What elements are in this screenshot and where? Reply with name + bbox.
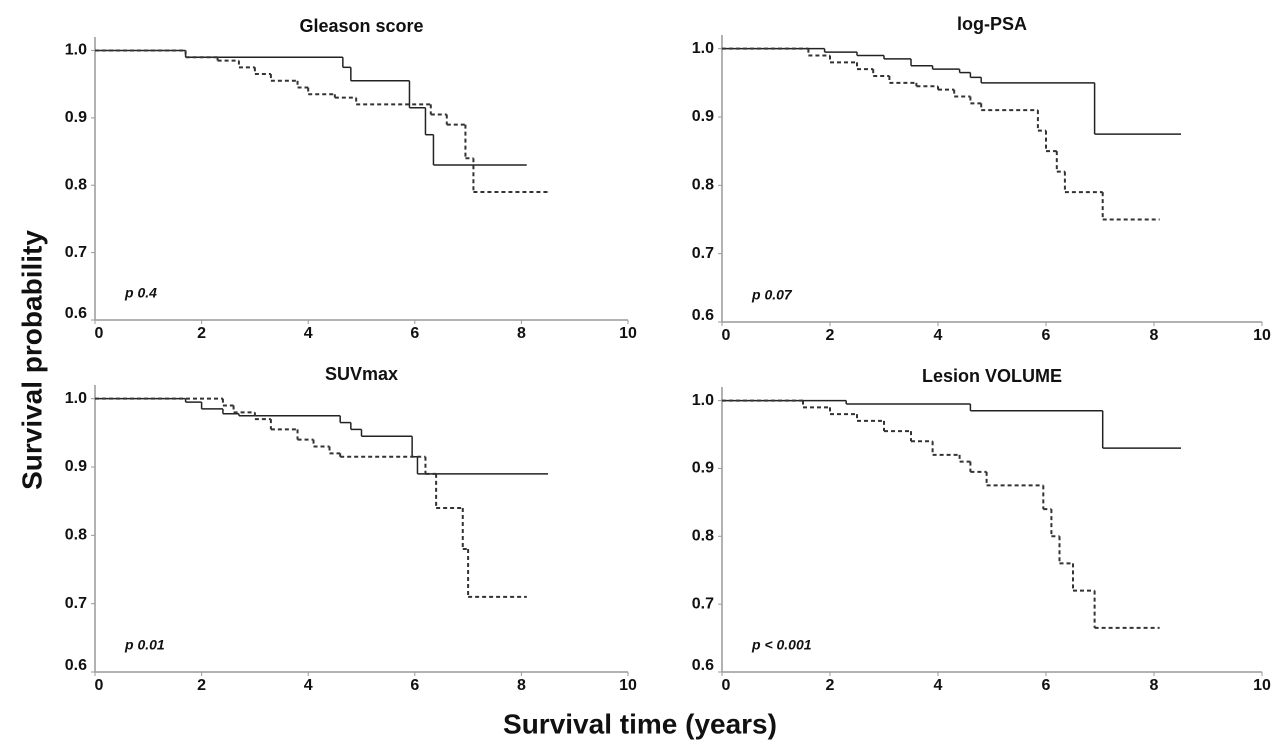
- x-tick-label: 8: [1150, 677, 1159, 694]
- x-tick-label: 10: [619, 325, 637, 342]
- y-tick-label: 0.6: [65, 305, 87, 322]
- y-tick-label: 0.6: [65, 657, 87, 674]
- x-tick-label: 2: [826, 327, 835, 344]
- x-tick-label: 2: [826, 677, 835, 694]
- x-tick-label: 4: [304, 325, 313, 342]
- p-value: p < 0.001: [751, 637, 812, 653]
- y-tick-label: 1.0: [65, 390, 87, 407]
- y-tick-label: 0.7: [692, 595, 714, 612]
- y-tick-label: 0.7: [692, 245, 714, 262]
- y-tick-label: 0.7: [65, 244, 87, 261]
- x-tick-label: 0: [95, 677, 104, 694]
- x-tick-label: 4: [934, 327, 943, 344]
- p-value: p 0.07: [751, 287, 793, 303]
- x-tick-label: 6: [410, 677, 419, 694]
- x-tick-label: 10: [1253, 327, 1271, 344]
- x-tick-label: 8: [517, 325, 526, 342]
- x-tick-label: 6: [1042, 677, 1051, 694]
- x-tick-label: 10: [619, 677, 637, 694]
- y-axis-label: Survival probability: [16, 230, 47, 490]
- panel-title: Gleason score: [299, 16, 423, 36]
- y-tick-label: 0.7: [65, 595, 87, 612]
- y-tick-label: 0.8: [65, 527, 87, 544]
- x-axis-label: Survival time (years): [503, 708, 777, 739]
- y-tick-label: 0.9: [65, 109, 87, 126]
- y-tick-label: 0.9: [692, 108, 714, 125]
- x-tick-label: 0: [95, 325, 104, 342]
- x-tick-label: 4: [304, 677, 313, 694]
- y-tick-label: 0.8: [65, 176, 87, 193]
- y-tick-label: 1.0: [692, 40, 714, 57]
- x-tick-label: 6: [410, 325, 419, 342]
- y-tick-label: 0.9: [65, 458, 87, 475]
- y-tick-label: 0.8: [692, 177, 714, 194]
- x-tick-label: 2: [197, 677, 206, 694]
- x-tick-label: 6: [1042, 327, 1051, 344]
- y-tick-label: 0.6: [692, 657, 714, 674]
- x-tick-label: 10: [1253, 677, 1271, 694]
- x-tick-label: 8: [1150, 327, 1159, 344]
- x-tick-label: 2: [197, 325, 206, 342]
- x-tick-label: 4: [934, 677, 943, 694]
- p-value: p 0.4: [124, 285, 157, 301]
- panel-title: log-PSA: [957, 14, 1027, 34]
- y-tick-label: 0.6: [692, 307, 714, 324]
- x-tick-label: 0: [722, 327, 731, 344]
- y-tick-label: 0.8: [692, 528, 714, 545]
- x-tick-label: 0: [722, 677, 731, 694]
- panel-title: SUVmax: [325, 364, 398, 384]
- y-tick-label: 1.0: [692, 392, 714, 409]
- panel-title: Lesion VOLUME: [922, 366, 1062, 386]
- p-value: p 0.01: [124, 637, 165, 653]
- x-tick-label: 8: [517, 677, 526, 694]
- y-tick-label: 1.0: [65, 42, 87, 59]
- y-tick-label: 0.9: [692, 460, 714, 477]
